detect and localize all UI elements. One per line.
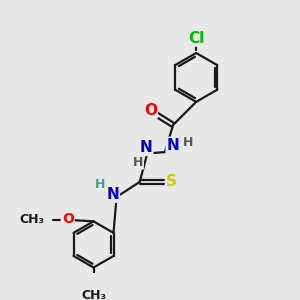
Text: N: N xyxy=(140,140,152,155)
Text: H: H xyxy=(183,136,193,149)
Text: CH₃: CH₃ xyxy=(81,289,106,300)
Text: O: O xyxy=(144,103,157,118)
Text: Cl: Cl xyxy=(188,31,204,46)
Text: CH₃: CH₃ xyxy=(19,214,44,226)
Text: H: H xyxy=(95,178,106,191)
Text: H: H xyxy=(133,156,143,169)
Text: N: N xyxy=(167,138,179,153)
Text: N: N xyxy=(106,187,119,202)
Text: O: O xyxy=(62,212,74,226)
Text: S: S xyxy=(166,175,177,190)
